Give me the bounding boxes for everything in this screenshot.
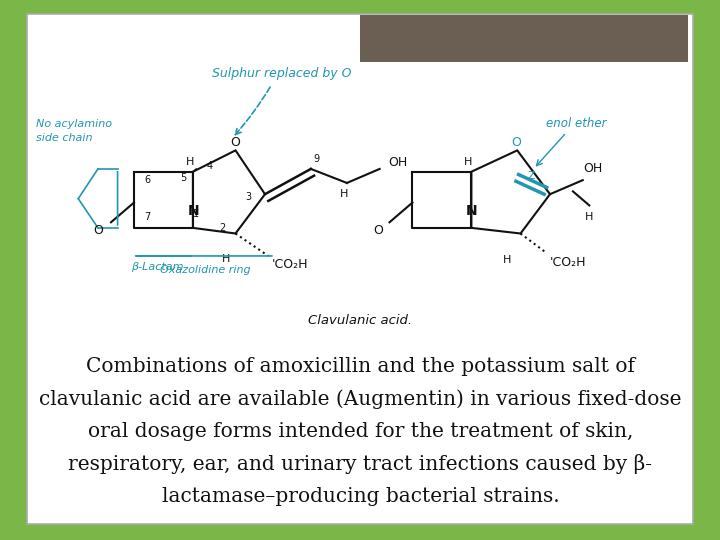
Text: 9: 9 [313, 154, 319, 164]
Text: 7: 7 [144, 212, 150, 221]
Text: 4: 4 [206, 161, 212, 171]
Text: O: O [230, 136, 240, 149]
Text: β-Lactam: β-Lactam [131, 262, 183, 272]
Text: oral dosage forms intended for the treatment of skin,: oral dosage forms intended for the treat… [88, 422, 633, 441]
Text: 1: 1 [193, 209, 199, 219]
Text: clavulanic acid are available (Augmentin) in various fixed-dose: clavulanic acid are available (Augmentin… [39, 389, 682, 409]
Text: 6: 6 [144, 175, 150, 185]
Text: O: O [511, 136, 521, 149]
Text: enol ether: enol ether [546, 118, 606, 131]
Text: H: H [464, 157, 472, 167]
Text: O: O [93, 224, 103, 237]
Text: Z: Z [528, 171, 536, 181]
Text: Oxazolidine ring: Oxazolidine ring [160, 265, 251, 275]
Text: side chain: side chain [36, 133, 92, 143]
Text: Combinations of amoxicillin and the potassium salt of: Combinations of amoxicillin and the pota… [86, 357, 635, 376]
Text: H: H [503, 255, 512, 266]
Text: OH: OH [582, 163, 602, 176]
Text: N: N [188, 204, 199, 218]
Text: 2: 2 [220, 223, 225, 233]
Text: H: H [186, 157, 194, 167]
Text: OH: OH [388, 156, 408, 168]
Text: 'CO₂H: 'CO₂H [550, 256, 587, 269]
Text: H: H [339, 189, 348, 199]
Text: respiratory, ear, and urinary tract infections caused by β-: respiratory, ear, and urinary tract infe… [68, 454, 652, 474]
Text: No acylamino: No acylamino [36, 119, 112, 129]
Text: 'CO₂H: 'CO₂H [271, 258, 308, 271]
Text: 5: 5 [180, 173, 186, 184]
Text: N: N [467, 204, 478, 218]
Text: lactamase–producing bacterial strains.: lactamase–producing bacterial strains. [161, 487, 559, 506]
Text: Clavulanic acid.: Clavulanic acid. [308, 314, 412, 327]
Text: Sulphur replaced by O: Sulphur replaced by O [212, 67, 351, 80]
Text: H: H [222, 254, 230, 264]
Text: O: O [374, 224, 383, 237]
Text: H: H [585, 212, 593, 221]
Text: 3: 3 [246, 192, 252, 202]
